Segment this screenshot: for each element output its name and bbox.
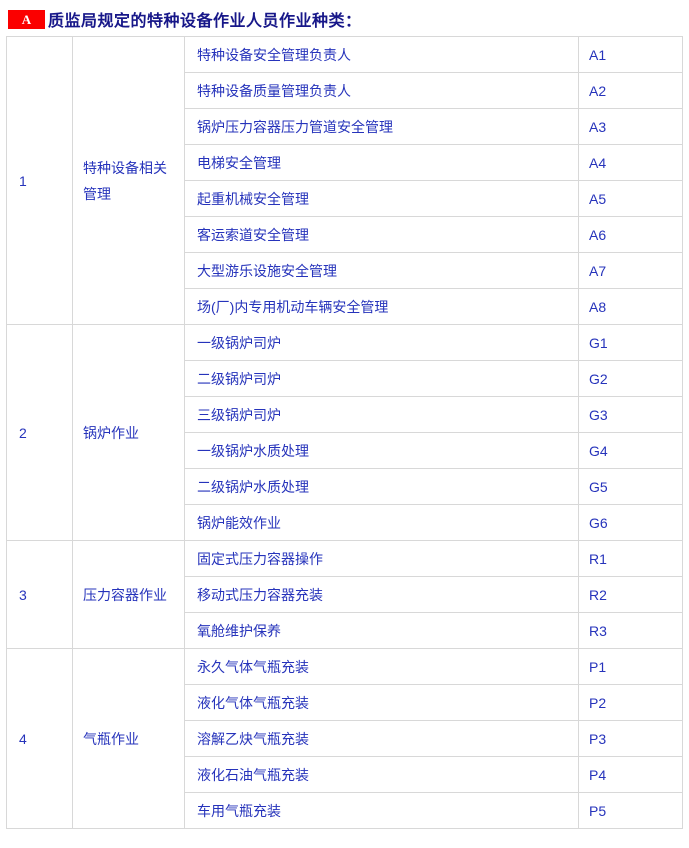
job-title-cell: 锅炉能效作业	[184, 504, 579, 541]
group-number-cell: 1	[6, 36, 73, 325]
table-row: 移动式压力容器充装 R2	[7, 576, 683, 613]
job-code-cell: A7	[578, 252, 683, 289]
job-code-cell: R3	[578, 612, 683, 649]
job-code-cell: G5	[578, 468, 683, 505]
job-title-cell: 液化石油气瓶充装	[184, 756, 579, 793]
table-row: 电梯安全管理 A4	[7, 144, 683, 181]
job-code-cell: R1	[578, 540, 683, 577]
group-category-cell: 压力容器作业	[72, 540, 185, 649]
job-title-cell: 溶解乙炔气瓶充装	[184, 720, 579, 757]
job-title-cell: 移动式压力容器充装	[184, 576, 579, 613]
job-title-cell: 二级锅炉司炉	[184, 360, 579, 397]
job-title-cell: 起重机械安全管理	[184, 180, 579, 217]
job-title-cell: 车用气瓶充装	[184, 792, 579, 829]
group-number-cell: 3	[6, 540, 73, 649]
job-title-cell: 一级锅炉水质处理	[184, 432, 579, 469]
job-code-cell: A4	[578, 144, 683, 181]
job-code-cell: P3	[578, 720, 683, 757]
table-row: 客运索道安全管理 A6	[7, 216, 683, 253]
job-categories-table-body: 1 特种设备相关管理 特种设备安全管理负责人 A1 特种设备质量管理负责人 A2 锅炉压力容…	[6, 36, 683, 829]
table-row: 液化石油气瓶充装 P4	[7, 756, 683, 793]
job-code-cell: G3	[578, 396, 683, 433]
job-title-cell: 一级锅炉司炉	[184, 324, 579, 361]
job-code-cell: A1	[578, 36, 683, 73]
group-category-cell: 特种设备相关管理	[72, 36, 185, 325]
job-code-cell: P2	[578, 684, 683, 721]
job-code-cell: G4	[578, 432, 683, 469]
table-row: 车用气瓶充装 P5	[7, 792, 683, 829]
job-title-cell: 三级锅炉司炉	[184, 396, 579, 433]
job-title-cell: 场(厂)内专用机动车辆安全管理	[184, 288, 579, 325]
table-row: 起重机械安全管理 A5	[7, 180, 683, 217]
group-number-cell: 2	[6, 324, 73, 541]
job-code-cell: A6	[578, 216, 683, 253]
job-title-cell: 特种设备安全管理负责人	[184, 36, 579, 73]
job-title-cell: 电梯安全管理	[184, 144, 579, 181]
job-code-cell: A8	[578, 288, 683, 325]
job-code-cell: P4	[578, 756, 683, 793]
table-row: 特种设备质量管理负责人 A2	[7, 72, 683, 109]
job-title-cell: 氧舱维护保养	[184, 612, 579, 649]
table-row: 大型游乐设施安全管理 A7	[7, 252, 683, 289]
table-row: 氧舱维护保养 R3	[7, 612, 683, 649]
page-header: A 质监局规定的特种设备作业人员作业种类：	[8, 7, 689, 31]
table-row: 二级锅炉水质处理 G5	[7, 468, 683, 505]
table-row: 3 压力容器作业 固定式压力容器操作 R1	[6, 540, 683, 649]
job-title-cell: 大型游乐设施安全管理	[184, 252, 579, 289]
job-code-cell: A3	[578, 108, 683, 145]
job-title-cell: 锅炉压力容器压力管道安全管理	[184, 108, 579, 145]
job-code-cell: A2	[578, 72, 683, 109]
table-row: 4 气瓶作业 永久气体气瓶充装 P1	[6, 648, 683, 829]
job-title-cell: 二级锅炉水质处理	[184, 468, 579, 505]
job-title-cell: 液化气体气瓶充装	[184, 684, 579, 721]
job-code-cell: P1	[578, 648, 683, 685]
group-number-cell: 4	[6, 648, 73, 829]
group-category-cell: 气瓶作业	[72, 648, 185, 829]
job-code-cell: G1	[578, 324, 683, 361]
table-row: 一级锅炉水质处理 G4	[7, 432, 683, 469]
table-row: 溶解乙炔气瓶充装 P3	[7, 720, 683, 757]
job-categories-table: 1 特种设备相关管理 特种设备安全管理负责人 A1 特种设备质量管理负责人 A2 锅炉压力容…	[6, 36, 683, 829]
table-row: 液化气体气瓶充装 P2	[7, 684, 683, 721]
table-row: 锅炉能效作业 G6	[7, 504, 683, 541]
table-row: 2 锅炉作业 一级锅炉司炉 G1	[6, 324, 683, 541]
job-code-cell: G6	[578, 504, 683, 541]
job-title-cell: 客运索道安全管理	[184, 216, 579, 253]
table-row: 1 特种设备相关管理 特种设备安全管理负责人 A1	[6, 36, 683, 325]
group-category-cell: 锅炉作业	[72, 324, 185, 541]
table-row: 场(厂)内专用机动车辆安全管理 A8	[7, 288, 683, 325]
job-code-cell: P5	[578, 792, 683, 829]
job-code-cell: A5	[578, 180, 683, 217]
job-code-cell: G2	[578, 360, 683, 397]
section-badge: A	[8, 9, 45, 29]
job-title-cell: 永久气体气瓶充装	[184, 648, 579, 685]
job-title-cell: 固定式压力容器操作	[184, 540, 579, 577]
table-row: 二级锅炉司炉 G2	[7, 360, 683, 397]
job-title-cell: 特种设备质量管理负责人	[184, 72, 579, 109]
page-title: 质监局规定的特种设备作业人员作业种类：	[48, 13, 362, 30]
job-code-cell: R2	[578, 576, 683, 613]
